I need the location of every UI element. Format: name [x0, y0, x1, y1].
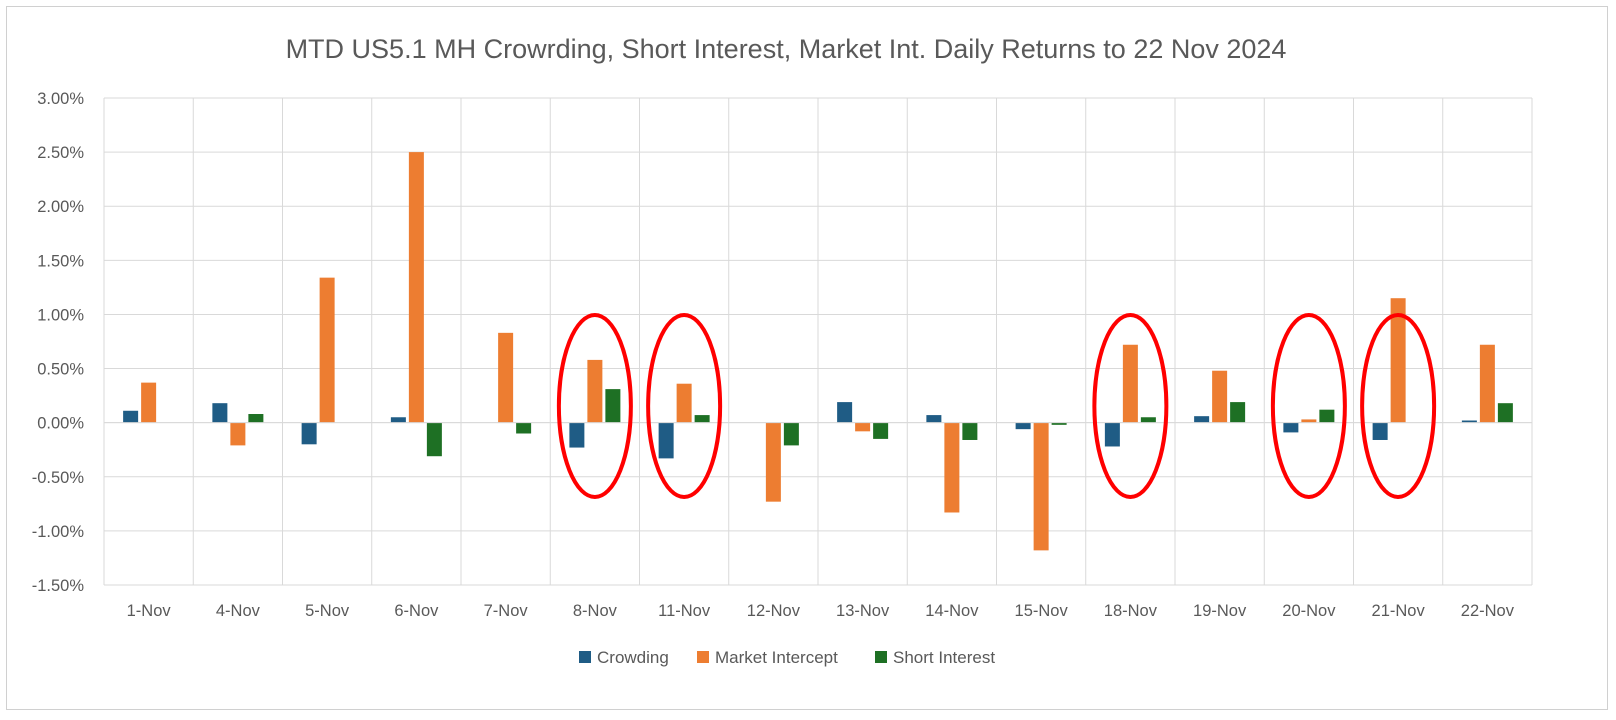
x-tick-label: 8-Nov	[573, 602, 618, 620]
bar-market-intercept	[855, 422, 871, 432]
bar-short-interest	[1140, 417, 1156, 423]
x-tick-label: 4-Nov	[216, 602, 261, 620]
bar-short-interest	[873, 422, 889, 439]
bar-short-interest	[694, 415, 710, 423]
bar-crowding	[1015, 422, 1031, 430]
bar-crowding	[390, 417, 406, 423]
highlight-ellipse	[556, 313, 633, 499]
legend-label: Market Intercept	[715, 648, 838, 667]
legend-swatch	[579, 651, 591, 663]
bar-short-interest	[516, 422, 532, 434]
y-tick-label: 1.50%	[37, 252, 84, 270]
y-tick-label: -1.00%	[32, 523, 85, 541]
bar-market-intercept	[1390, 298, 1406, 423]
bar-crowding	[569, 422, 585, 448]
x-tick-label: 21-Nov	[1372, 602, 1426, 620]
x-tick-label: 19-Nov	[1193, 602, 1247, 620]
x-tick-label: 13-Nov	[836, 602, 890, 620]
highlight-ellipse	[1270, 313, 1347, 499]
bar-short-interest	[1230, 402, 1246, 423]
bar-short-interest	[426, 422, 442, 457]
bar-market-intercept	[676, 383, 692, 423]
y-tick-label: 1.00%	[37, 306, 84, 324]
x-tick-label: 11-Nov	[658, 602, 711, 620]
highlight-ellipse	[646, 313, 723, 499]
bar-crowding	[1372, 422, 1388, 440]
bar-market-intercept	[1212, 370, 1228, 423]
bar-crowding	[926, 415, 942, 423]
bar-short-interest	[962, 422, 978, 440]
legend-label: Short Interest	[893, 648, 995, 667]
x-tick-label: 22-Nov	[1461, 602, 1515, 620]
bar-short-interest	[1319, 409, 1335, 423]
highlight-ellipse	[1092, 313, 1169, 499]
x-tick-label: 18-Nov	[1104, 602, 1158, 620]
bar-crowding	[301, 422, 317, 445]
x-tick-label: 1-Nov	[127, 602, 172, 620]
bar-market-intercept	[319, 277, 335, 423]
y-tick-label: 0.50%	[37, 361, 84, 379]
x-tick-label: 14-Nov	[925, 602, 979, 620]
chart-title: MTD US5.1 MH Crowrding, Short Interest, …	[286, 34, 1287, 64]
highlight-ellipse	[1360, 313, 1437, 499]
y-tick-label: 2.50%	[37, 144, 84, 162]
y-tick-label: -1.50%	[32, 577, 85, 595]
x-tick-label: 6-Nov	[394, 602, 439, 620]
legend-label: Crowding	[597, 648, 669, 667]
bar-market-intercept	[498, 332, 514, 423]
bar-crowding	[1461, 420, 1477, 423]
bar-market-intercept	[1033, 422, 1049, 551]
bar-market-intercept	[141, 382, 157, 423]
x-tick-label: 7-Nov	[484, 602, 529, 620]
bar-short-interest	[1497, 403, 1513, 423]
axes: 3.00% 2.50% 2.00% 1.50% 1.00% 0.50% 0.00% -0.50…	[32, 90, 1532, 620]
bar-market-intercept	[1122, 344, 1138, 423]
bar-crowding	[1104, 422, 1120, 447]
bar-market-intercept	[765, 422, 781, 502]
bar-short-interest	[605, 389, 621, 423]
bar-crowding	[658, 422, 674, 459]
x-tick-label: 12-Nov	[747, 602, 801, 620]
bar-market-intercept	[1479, 344, 1495, 423]
y-tick-label: 0.00%	[37, 415, 84, 433]
y-tick-label: -0.50%	[32, 469, 85, 487]
y-tick-label: 3.00%	[37, 90, 84, 108]
bar-market-intercept	[587, 359, 603, 423]
bars	[123, 152, 1513, 551]
bar-short-interest	[248, 414, 264, 423]
bar-crowding	[123, 410, 139, 423]
x-tick-label: 5-Nov	[305, 602, 350, 620]
bar-crowding	[212, 403, 228, 423]
bar-crowding	[1194, 416, 1210, 423]
bar-short-interest	[1051, 422, 1067, 425]
grid-lines	[103, 97, 1533, 586]
legend-swatch	[697, 651, 709, 663]
legend: Crowding Market Intercept Short Interest	[579, 648, 995, 667]
legend-swatch	[875, 651, 887, 663]
bar-market-intercept	[230, 422, 246, 446]
highlight-ellipses	[556, 313, 1437, 499]
bar-market-intercept	[944, 422, 960, 513]
bar-crowding	[837, 402, 853, 423]
bar-short-interest	[783, 422, 799, 446]
x-tick-label: 20-Nov	[1282, 602, 1336, 620]
x-tick-label: 15-Nov	[1015, 602, 1069, 620]
bar-crowding	[1283, 422, 1299, 433]
bar-market-intercept	[1301, 419, 1317, 423]
y-tick-label: 2.00%	[37, 198, 84, 216]
bar-market-intercept	[408, 152, 424, 423]
